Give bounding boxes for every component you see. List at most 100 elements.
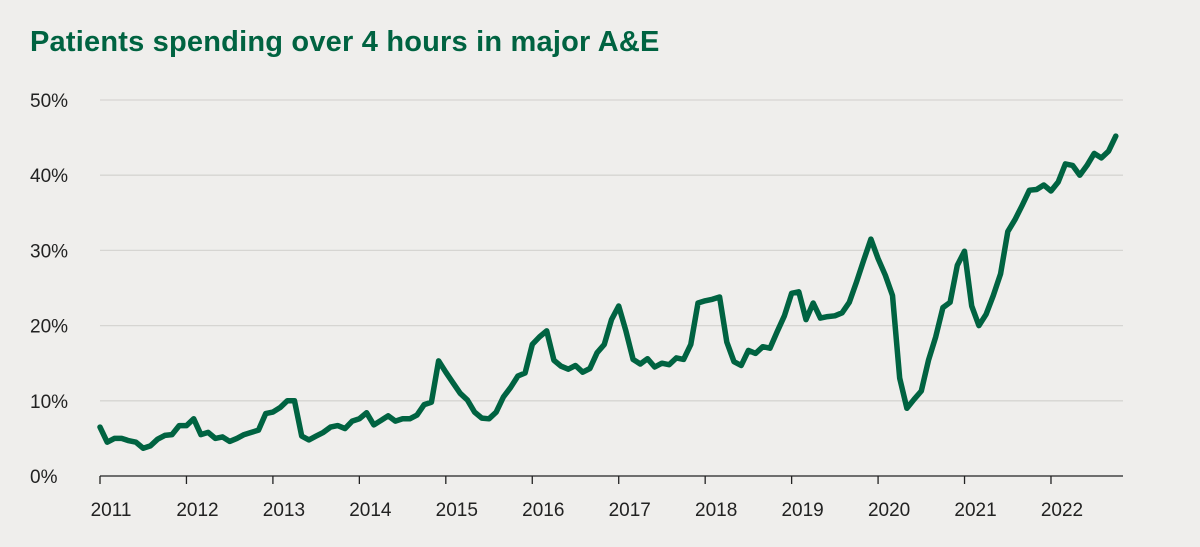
- data-point: [314, 434, 319, 439]
- data-point: [177, 423, 182, 428]
- data-point: [371, 422, 376, 427]
- data-point: [249, 430, 254, 435]
- data-point: [984, 312, 989, 317]
- data-point: [1027, 188, 1032, 193]
- data-point: [400, 416, 405, 421]
- x-tick-label: 2021: [954, 500, 996, 521]
- y-tick-label: 50%: [30, 91, 68, 112]
- gridlines: [100, 99, 1123, 402]
- data-point: [991, 293, 996, 298]
- data-point: [883, 273, 888, 278]
- data-point: [335, 423, 340, 428]
- data-point: [436, 358, 441, 363]
- data-point: [919, 388, 924, 393]
- y-tick-label: 20%: [30, 317, 68, 338]
- data-point: [652, 364, 657, 369]
- data-point: [1034, 187, 1039, 192]
- data-point: [342, 426, 347, 431]
- data-point: [912, 397, 917, 402]
- x-tick-label: 2020: [868, 500, 910, 521]
- data-point: [292, 398, 297, 403]
- series-line-0: [97, 133, 1119, 451]
- data-point: [234, 436, 239, 441]
- data-point: [465, 397, 470, 402]
- data-point: [105, 440, 110, 445]
- data-point: [551, 358, 556, 363]
- data-point: [364, 410, 369, 415]
- x-axis: [99, 475, 1123, 484]
- data-point: [544, 328, 549, 333]
- data-point: [854, 279, 859, 284]
- data-point: [681, 357, 686, 362]
- data-point: [803, 317, 808, 322]
- data-point: [141, 446, 146, 451]
- data-point: [515, 373, 520, 378]
- data-point: [328, 425, 333, 430]
- data-point: [220, 434, 225, 439]
- data-point: [573, 363, 578, 368]
- data-point: [940, 305, 945, 310]
- data-point: [278, 405, 283, 410]
- data-point: [746, 348, 751, 353]
- data-point: [638, 361, 643, 366]
- data-point: [184, 423, 189, 428]
- y-axis-labels: 0% 10% 20% 30% 40% 50%: [30, 91, 68, 488]
- data-point: [587, 366, 592, 371]
- data-point: [472, 410, 477, 415]
- data-point: [674, 355, 679, 360]
- data-point: [703, 298, 708, 303]
- data-point: [393, 419, 398, 424]
- data-point: [811, 300, 816, 305]
- data-point: [710, 297, 715, 302]
- data-point: [796, 289, 801, 294]
- data-point: [429, 400, 434, 405]
- data-point: [299, 434, 304, 439]
- data-point: [847, 300, 852, 305]
- chart-title: Patients spending over 4 hours in major …: [30, 26, 660, 58]
- data-point: [1077, 173, 1082, 178]
- data-point: [832, 313, 837, 318]
- data-point: [1113, 134, 1118, 139]
- data-point: [191, 416, 196, 421]
- data-point: [616, 303, 621, 308]
- data-point: [501, 394, 506, 399]
- data-point: [242, 432, 247, 437]
- data-point: [933, 334, 938, 339]
- data-point: [645, 356, 650, 361]
- data-point: [695, 300, 700, 305]
- data-point: [840, 310, 845, 315]
- data-point: [890, 293, 895, 298]
- data-point: [623, 328, 628, 333]
- data-point: [422, 402, 427, 407]
- data-point: [162, 433, 167, 438]
- x-tick-label: 2016: [522, 500, 564, 521]
- x-tick-label: 2014: [349, 500, 392, 521]
- data-point: [270, 410, 275, 415]
- y-tick-label: 30%: [30, 241, 68, 262]
- data-point: [206, 430, 211, 435]
- x-tick-label: 2012: [176, 500, 218, 521]
- data-point: [825, 314, 830, 319]
- data-point: [566, 367, 571, 372]
- data-point: [530, 342, 535, 347]
- data-point: [321, 430, 326, 435]
- data-point: [897, 376, 902, 381]
- data-point: [861, 258, 866, 263]
- data-point: [631, 357, 636, 362]
- data-point: [112, 436, 117, 441]
- data-point: [595, 350, 600, 355]
- data-point: [667, 362, 672, 367]
- data-point: [926, 358, 931, 363]
- x-tick-label: 2017: [609, 500, 651, 521]
- y-tick-label: 40%: [30, 166, 68, 187]
- data-point: [263, 411, 268, 416]
- data-point: [1070, 163, 1075, 168]
- data-point: [789, 291, 794, 296]
- data-point: [494, 410, 499, 415]
- data-point: [955, 263, 960, 268]
- data-point: [753, 351, 758, 356]
- data-point: [559, 364, 564, 369]
- data-point: [724, 340, 729, 345]
- data-point: [155, 437, 160, 442]
- data-point: [414, 413, 419, 418]
